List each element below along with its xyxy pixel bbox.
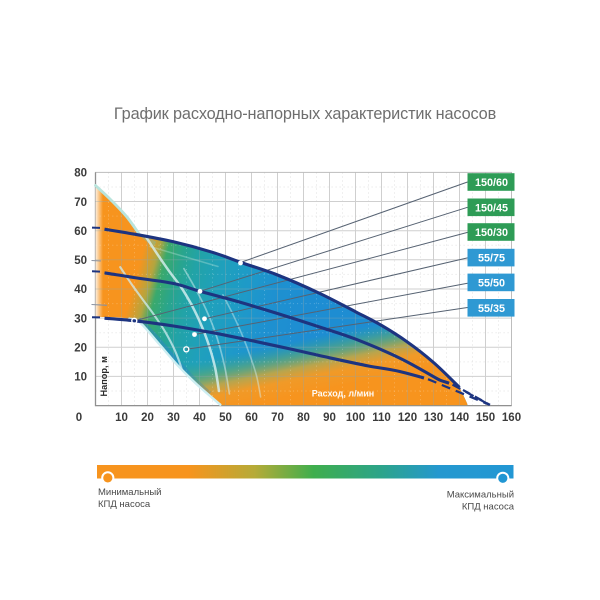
- svg-text:40: 40: [193, 412, 206, 424]
- svg-text:110: 110: [372, 412, 391, 424]
- svg-text:40: 40: [74, 284, 87, 296]
- svg-text:20: 20: [74, 343, 87, 355]
- svg-text:130: 130: [424, 412, 443, 424]
- svg-text:55/35: 55/35: [478, 303, 505, 315]
- svg-text:150/60: 150/60: [475, 177, 508, 189]
- svg-text:90: 90: [323, 412, 336, 424]
- svg-text:140: 140: [450, 412, 469, 424]
- svg-text:50: 50: [74, 255, 87, 267]
- svg-text:30: 30: [167, 412, 180, 424]
- svg-text:160: 160: [502, 412, 521, 424]
- svg-text:КПД насоса: КПД насоса: [98, 499, 151, 510]
- svg-text:150/45: 150/45: [475, 202, 508, 214]
- svg-text:70: 70: [271, 412, 284, 424]
- svg-text:80: 80: [74, 168, 87, 180]
- svg-text:10: 10: [74, 372, 87, 384]
- svg-text:Напор, м: Напор, м: [99, 356, 109, 397]
- svg-text:120: 120: [398, 412, 417, 424]
- svg-text:Максимальный: Максимальный: [447, 490, 514, 501]
- svg-text:60: 60: [74, 226, 87, 238]
- svg-text:50: 50: [219, 412, 232, 424]
- svg-text:10: 10: [115, 412, 128, 424]
- svg-text:0: 0: [76, 412, 82, 424]
- svg-text:150: 150: [476, 412, 495, 424]
- svg-text:55/50: 55/50: [478, 278, 505, 290]
- svg-text:Расход, л/мин: Расход, л/мин: [312, 388, 375, 398]
- svg-text:30: 30: [74, 313, 87, 325]
- svg-text:КПД насоса: КПД насоса: [462, 502, 515, 513]
- svg-text:150/30: 150/30: [475, 227, 508, 239]
- svg-text:20: 20: [141, 412, 154, 424]
- svg-text:80: 80: [297, 412, 310, 424]
- svg-text:55/75: 55/75: [478, 253, 505, 265]
- svg-text:60: 60: [245, 412, 258, 424]
- svg-text:Минимальный: Минимальный: [98, 487, 161, 498]
- svg-text:70: 70: [74, 197, 87, 209]
- svg-text:100: 100: [346, 412, 365, 424]
